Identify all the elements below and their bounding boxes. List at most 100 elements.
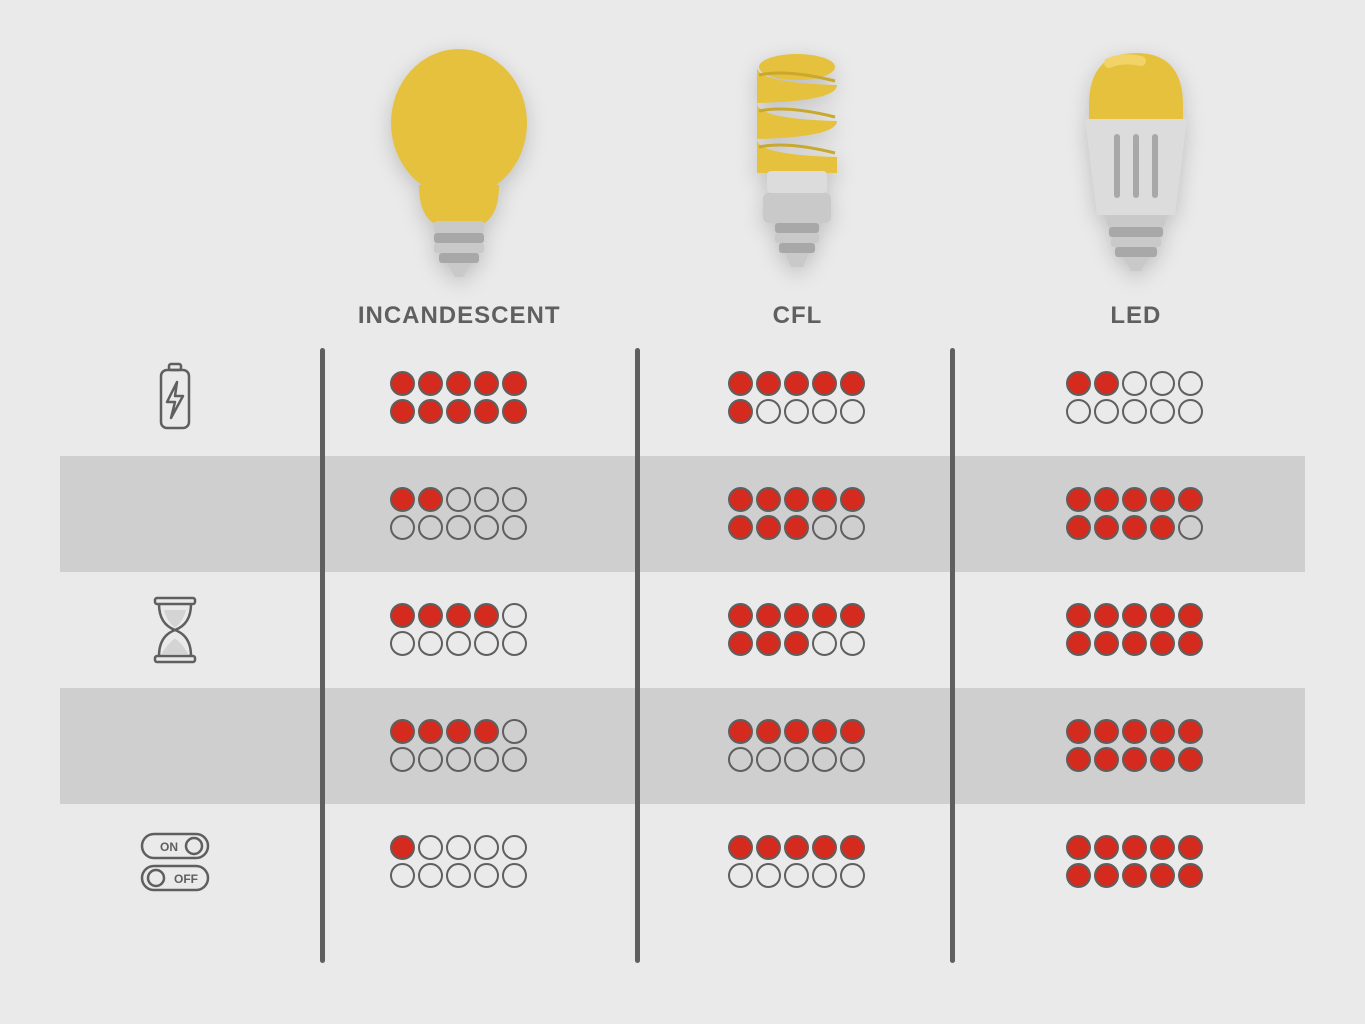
rating-dot [1150,631,1175,656]
rating-dot [1094,603,1119,628]
rating-dot [756,863,781,888]
rating-dot [390,631,415,656]
rating-dot [1094,399,1119,424]
rating-dot [502,515,527,540]
rating-dot [418,515,443,540]
rating-dot [1150,371,1175,396]
rating-dot [446,487,471,512]
rating-dot [418,719,443,744]
rating-dot [728,399,753,424]
svg-text:ON: ON [160,840,178,854]
rating-dot [812,835,837,860]
rating-dot [474,515,499,540]
rating-dot [1066,399,1091,424]
rating-dot [1178,515,1203,540]
rating-dot [840,603,865,628]
rating-dot [1122,719,1147,744]
rating-dots [728,835,867,890]
rating-dot [1066,835,1091,860]
rating-dot [1178,835,1203,860]
rating-dot [728,631,753,656]
rating-dot [446,603,471,628]
rating-dot [1122,631,1147,656]
rating-dot [840,835,865,860]
rating-dots [390,603,529,658]
rating-dot [1178,603,1203,628]
rating-dot [756,371,781,396]
rating-dots [728,487,867,542]
data-cell [628,804,966,920]
rating-dot [390,603,415,628]
data-cell [290,572,628,688]
rating-dots [390,487,529,542]
rating-dot [418,835,443,860]
rating-dot [446,719,471,744]
rating-dot [784,631,809,656]
rating-dot [502,487,527,512]
rating-dot [474,487,499,512]
rating-dot [840,747,865,772]
column-label: CFL [773,302,823,330]
rating-dot [390,371,415,396]
rating-dot [418,371,443,396]
rating-dot [812,631,837,656]
rating-dot [446,515,471,540]
rating-dot [812,371,837,396]
data-cell [628,456,966,572]
row-icon-energy [60,340,290,456]
rating-dot [756,747,781,772]
rating-dot [418,631,443,656]
rating-dots [390,371,529,426]
rating-dot [812,515,837,540]
rating-dot [1150,747,1175,772]
rating-dot [474,747,499,772]
rating-dot [1094,719,1119,744]
rating-dot [840,515,865,540]
rating-dot [502,399,527,424]
rating-dot [446,631,471,656]
column-header-led: LED [967,30,1305,340]
rating-dots [390,835,529,890]
rating-dot [728,515,753,540]
rating-dot [728,747,753,772]
rating-dot [390,747,415,772]
rating-dot [840,631,865,656]
rating-dot [1178,487,1203,512]
rating-dot [784,835,809,860]
rating-dot [1066,719,1091,744]
rating-dot [502,835,527,860]
rating-dot [502,371,527,396]
data-cell [967,688,1305,804]
led-bulb-icon [1061,45,1211,290]
rating-dot [756,399,781,424]
rating-dot [418,863,443,888]
rating-dot [1150,399,1175,424]
rating-dot [474,835,499,860]
rating-dot [502,747,527,772]
data-cell [967,340,1305,456]
hourglass-icon [145,592,205,668]
rating-dots [728,603,867,658]
rating-dot [502,603,527,628]
rating-dots [1066,371,1205,426]
rating-dot [1150,835,1175,860]
rating-dot [784,719,809,744]
rating-dot [1178,863,1203,888]
rating-dot [784,487,809,512]
rating-dot [756,835,781,860]
rating-dot [1178,399,1203,424]
rating-dot [840,719,865,744]
rating-dot [784,603,809,628]
rating-dot [812,719,837,744]
data-cell [628,688,966,804]
rating-dot [784,863,809,888]
rating-dot [390,399,415,424]
rating-dot [840,487,865,512]
rating-dot [1066,515,1091,540]
rating-dot [840,863,865,888]
column-label: LED [1110,302,1161,330]
rating-dot [446,863,471,888]
rating-dot [390,719,415,744]
rating-dot [418,603,443,628]
rating-dot [756,719,781,744]
